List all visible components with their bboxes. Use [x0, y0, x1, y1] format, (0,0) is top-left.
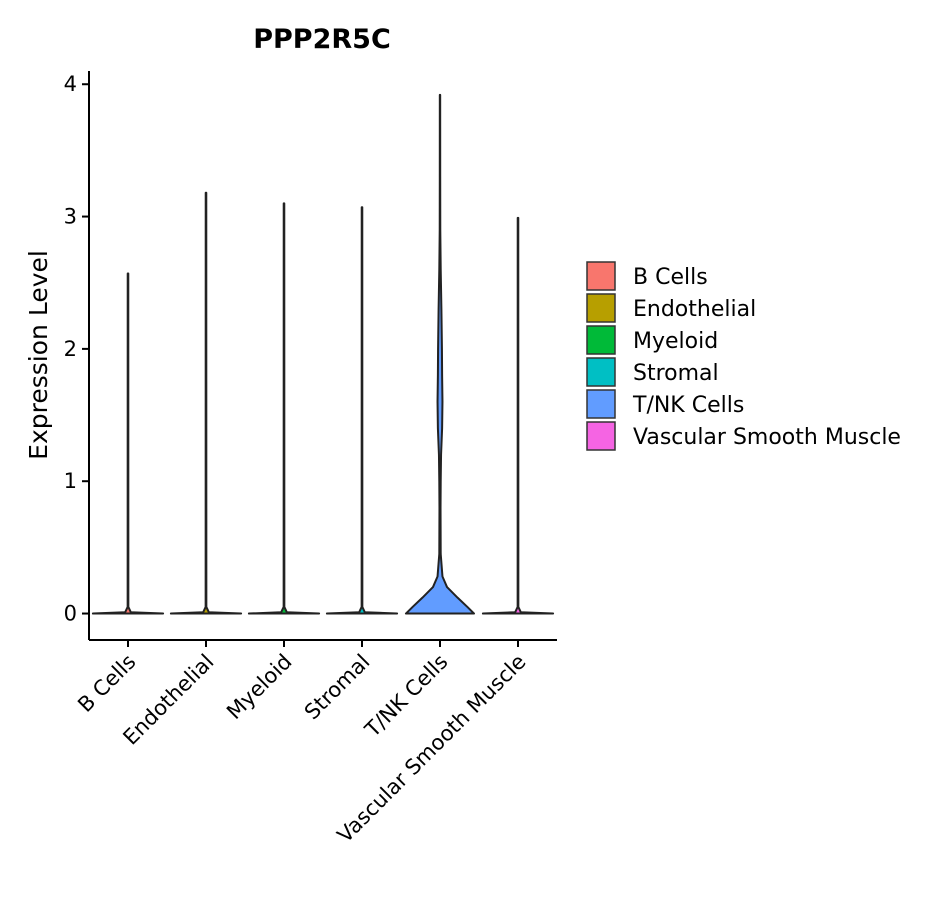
legend-label: Endothelial [633, 297, 756, 322]
legend-label: Stromal [633, 361, 719, 386]
legend-label: B Cells [633, 265, 708, 290]
violin-endothelial [169, 191, 243, 615]
x-tick-label: Stromal [300, 650, 375, 725]
y-tick-label: 2 [64, 337, 77, 361]
violin-b-cells [91, 272, 165, 615]
y-tick-label: 3 [64, 205, 77, 229]
y-tick-label: 4 [64, 72, 77, 96]
violin-group [91, 93, 555, 615]
legend-swatch [586, 293, 616, 323]
violin-t-nk-cells [404, 93, 476, 615]
legend-swatch [586, 261, 616, 291]
violin-stromal [325, 206, 399, 615]
legend-swatch [586, 421, 616, 451]
legend-label: Myeloid [633, 329, 718, 354]
y-axis-label: Expression Level [24, 250, 53, 460]
legend-swatch [586, 389, 616, 419]
legend-swatch [586, 357, 616, 387]
legend-label: T/NK Cells [632, 393, 744, 418]
x-tick-label: B Cells [73, 650, 140, 717]
y-tick-label: 1 [64, 469, 77, 493]
legend-label: Vascular Smooth Muscle [633, 425, 901, 450]
chart-title: PPP2R5C [253, 24, 391, 55]
y-tick-label: 0 [64, 602, 77, 626]
legend-swatch [586, 325, 616, 355]
legend: B Cells Endothelial Myeloid Stromal T/NK Cel… [586, 261, 901, 451]
y-axis-ticks: 0 1 2 3 4 [64, 72, 89, 626]
violin-vascular-smooth-muscle [481, 216, 555, 615]
x-tick-label: Myeloid [222, 650, 296, 724]
violin-myeloid [247, 202, 321, 615]
